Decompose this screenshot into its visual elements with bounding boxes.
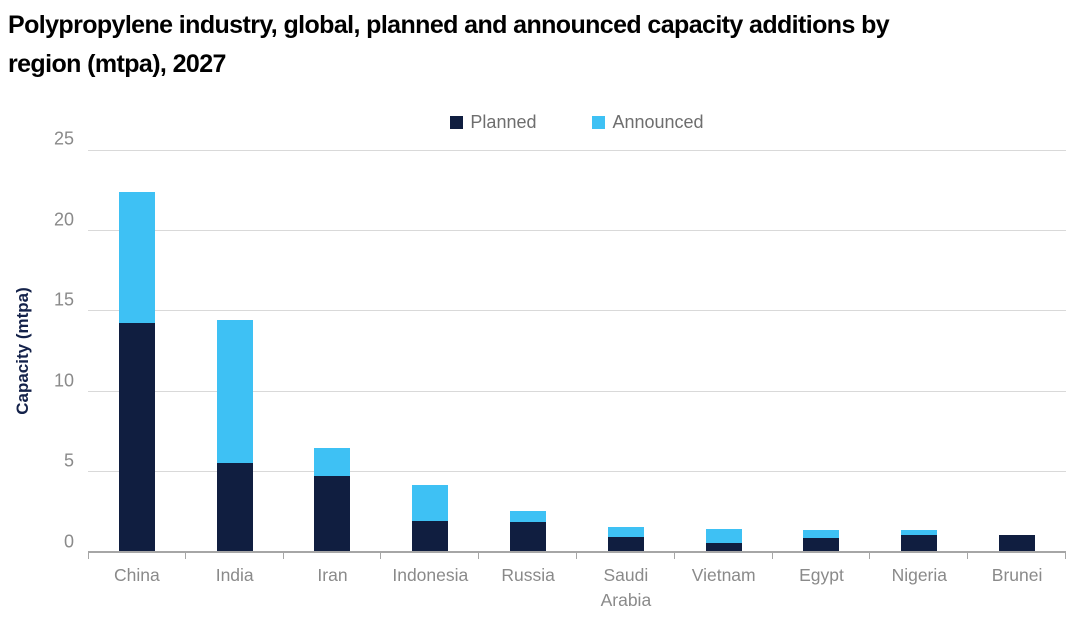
legend-marker-announced-icon: [592, 116, 606, 129]
x-tick-label-russia: Russia: [501, 565, 555, 585]
x-tick-label-saudi-arabia: Saudi Arabia: [600, 565, 652, 610]
bar-china: [88, 150, 186, 551]
x-axis-tick-9: [967, 553, 969, 559]
bar-segment-china-planned: [118, 323, 155, 551]
bar-russia: [479, 150, 577, 551]
x-tick-label-india: India: [215, 565, 254, 585]
x-tick-label-indonesia: Indonesia: [392, 565, 469, 585]
bar-segment-nigeria-announced: [901, 530, 938, 535]
bar-segment-russia-announced: [510, 510, 547, 523]
y-tick-label-10: 10: [53, 370, 74, 391]
legend-label-announced: Announced: [612, 112, 704, 132]
bar-vietnam: [675, 150, 773, 551]
x-axis-tick-labels: China India Iran Indonesia Russia Saudi Arabi…: [88, 563, 1066, 623]
bar-segment-china-announced: [118, 191, 155, 324]
bar-iran: [284, 150, 382, 551]
bar-segment-india-announced: [216, 320, 253, 463]
bar-segment-indonesia-planned: [412, 520, 449, 551]
bar-egypt: [773, 150, 871, 551]
x-axis-tick-3: [380, 553, 382, 559]
y-tick-label-5: 5: [63, 450, 74, 471]
y-tick-label-25: 25: [53, 128, 74, 149]
y-axis-tick-labels: 0 5 10 15 20 25: [0, 129, 74, 553]
y-tick-label-0: 0: [63, 531, 74, 552]
x-axis-tick-6: [673, 553, 675, 559]
x-tick-label-egypt: Egypt: [799, 565, 844, 585]
x-axis-tick-4: [478, 553, 480, 559]
gridline-10: [88, 390, 1066, 392]
x-axis-tick-2: [282, 553, 284, 559]
x-tick-label-brunei: Brunei: [991, 565, 1043, 585]
bar-segment-egypt-planned: [803, 538, 840, 551]
bar-segment-vietnam-planned: [705, 542, 742, 551]
bar-segment-nigeria-planned: [901, 534, 938, 551]
x-axis-tick-7: [771, 553, 773, 559]
legend: Planned Announced: [88, 112, 1066, 133]
x-axis-tick-10: [1065, 553, 1066, 559]
chart-title: Polypropylene industry, global, planned …: [8, 6, 1080, 84]
bar-nigeria: [870, 150, 968, 551]
chart-title-line-2: region (mtpa), 2027: [8, 50, 226, 78]
bar-saudi-arabia: [577, 150, 675, 551]
x-tick-label-china: China: [114, 565, 160, 585]
bar-segment-saudi-arabia-announced: [607, 526, 644, 537]
bar-indonesia: [381, 150, 479, 551]
x-axis-tick-1: [184, 553, 186, 559]
y-axis-title: Capacity (mtpa): [13, 287, 32, 415]
chart-title-line-1: Polypropylene industry, global, planned …: [8, 11, 890, 39]
gridline-15: [88, 310, 1066, 312]
legend-item-planned: Planned: [450, 112, 536, 133]
bar-segment-russia-planned: [510, 522, 547, 551]
plot-area: [88, 150, 1066, 559]
x-tick-label-nigeria: Nigeria: [891, 565, 948, 585]
y-tick-label-20: 20: [53, 209, 74, 230]
bar-segment-india-planned: [216, 462, 253, 551]
x-axis-tick-0: [88, 553, 89, 559]
bar-segment-brunei-planned: [999, 534, 1036, 551]
y-tick-label-15: 15: [53, 289, 74, 310]
x-tick-label-iran: Iran: [317, 565, 348, 585]
gridline-20: [88, 230, 1066, 232]
bar-segment-iran-announced: [314, 448, 351, 476]
legend-label-planned: Planned: [470, 112, 537, 132]
bar-segment-egypt-announced: [803, 530, 840, 539]
gridline-25: [88, 150, 1066, 151]
x-axis-tick-5: [576, 553, 577, 559]
bar-segment-vietnam-announced: [705, 528, 742, 543]
bar-brunei: [968, 150, 1066, 551]
bar-segment-saudi-arabia-planned: [607, 536, 644, 551]
legend-marker-planned-icon: [450, 116, 464, 129]
x-axis-tick-8: [869, 553, 871, 559]
bar-segment-iran-planned: [314, 475, 351, 551]
bar-india: [186, 150, 284, 551]
bar-segment-indonesia-announced: [412, 485, 449, 521]
x-tick-label-vietnam: Vietnam: [691, 565, 756, 585]
legend-item-announced: Announced: [592, 112, 704, 133]
gridline-5: [88, 470, 1066, 472]
